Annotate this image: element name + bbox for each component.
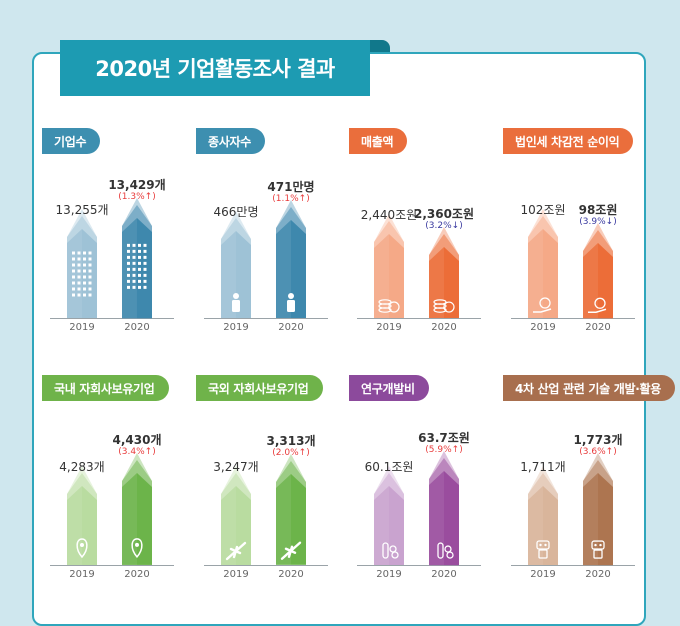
change-label: (5.9%↑) (425, 444, 463, 455)
bar-2020 (429, 450, 459, 565)
chart-panel: 기업수 2019 13,255개 2020 13,429개 (1.3%↑) (42, 128, 182, 338)
chart-panel: 법인세 차감전 순이익 2019 102조원 2020 98조원 (3.9%↓) (503, 128, 643, 338)
x-tick-label: 2019 (69, 569, 95, 580)
bar-2019 (374, 214, 404, 318)
bar-2019 (528, 466, 558, 565)
data-label: 13,255개 (55, 203, 109, 217)
change-label: (3.2%↓) (425, 220, 463, 231)
bar-2020 (276, 200, 306, 318)
chart-title: 법인세 차감전 순이익 (503, 128, 634, 154)
bar-2020 (429, 226, 459, 318)
chart-title: 국내 자회사보유기업 (42, 375, 169, 401)
chart-panel: 국내 자회사보유기업 2019 4,283개 2020 4,430개 (3.4%↑) (42, 375, 182, 585)
chart-title: 종사자수 (196, 128, 265, 154)
x-tick-label: 2019 (530, 569, 556, 580)
chart-title: 매출액 (349, 128, 408, 154)
x-tick-label: 2019 (69, 322, 95, 333)
data-label: 3,247개 (213, 460, 259, 474)
x-tick-label: 2019 (376, 569, 402, 580)
change-label: (3.6%↑) (579, 446, 617, 457)
bar-2019 (374, 466, 404, 565)
chart-panel: 연구개발비 2019 60.1조원 2020 63.7조원 (5.9%↑) (349, 375, 489, 585)
airplane-icon (225, 541, 247, 561)
chart-panel: 매출액 2019 2,440조원 2020 2,360조원 (3.2%↓) (349, 128, 489, 338)
x-tick-label: 2020 (431, 569, 457, 580)
person-icon (287, 292, 295, 312)
chart-panel: 4차 산업 관련 기술 개발·활용 2019 1,711개 2020 1,773개 (3.… (503, 375, 675, 585)
coins-icon (433, 299, 455, 313)
data-label: 466만명 (213, 205, 259, 219)
change-label: (2.0%↑) (272, 448, 310, 459)
data-label: 102조원 (520, 203, 566, 217)
bar-2020 (122, 453, 152, 565)
data-label: 4,283개 (59, 460, 105, 474)
robot-icon (536, 540, 550, 559)
bar-2019 (67, 466, 97, 565)
bar-2020 (583, 452, 613, 565)
data-label: 98조원 (578, 202, 618, 217)
x-tick-label: 2020 (124, 569, 150, 580)
data-label: 63.7조원 (418, 430, 470, 445)
data-label: 2,440조원 (360, 208, 418, 222)
page-title: 2020년 기업활동조사 결과 (60, 40, 370, 96)
chart-baseline (50, 565, 174, 566)
data-label: 60.1조원 (364, 460, 414, 474)
data-label: 13,429개 (108, 177, 166, 192)
data-label: 3,313개 (266, 434, 316, 449)
change-label: (1.3%↑) (118, 191, 156, 202)
bar-2019 (221, 466, 251, 565)
chart-baseline (511, 565, 635, 566)
building-icon (72, 251, 92, 297)
chart-baseline (50, 318, 174, 319)
chart-baseline (511, 318, 635, 319)
bar-2020 (122, 197, 152, 318)
x-tick-label: 2020 (278, 569, 304, 580)
x-tick-label: 2019 (223, 322, 249, 333)
chart-title: 4차 산업 관련 기술 개발·활용 (503, 375, 675, 401)
chart-baseline (204, 318, 328, 319)
change-label: (1.1%↑) (272, 194, 310, 204)
data-label: 1,773개 (573, 432, 623, 447)
chart-baseline (357, 565, 481, 566)
x-tick-label: 2020 (585, 322, 611, 333)
chart-title: 국외 자회사보유기업 (196, 375, 323, 401)
bar-2020 (276, 454, 306, 565)
chart-panel: 국외 자회사보유기업 2019 3,247개 2020 3,313개 (2.0%↑) (196, 375, 336, 585)
data-label: 471만명 (267, 180, 315, 194)
coins-icon (378, 299, 400, 313)
airplane-icon (280, 541, 302, 561)
person-icon (232, 293, 240, 312)
data-label: 4,430개 (112, 433, 162, 448)
chart-baseline (204, 565, 328, 566)
x-tick-label: 2019 (223, 569, 249, 580)
data-label: 2,360조원 (413, 206, 475, 221)
chart-baseline (357, 318, 481, 319)
money-hand-icon (533, 297, 552, 313)
test-tube-icon (382, 542, 399, 559)
change-label: (3.9%↓) (579, 216, 617, 227)
money-hand-icon (588, 297, 607, 313)
location-pin-icon (131, 538, 143, 559)
robot-icon (591, 540, 605, 559)
chart-title: 기업수 (42, 128, 101, 154)
x-tick-label: 2020 (278, 322, 304, 333)
building-icon (127, 243, 147, 289)
chart-title: 연구개발비 (349, 375, 429, 401)
bar-2019 (67, 209, 97, 318)
chart-panel: 종사자수 2019 466만명 2020 471만명 (1.1%↑) (196, 128, 336, 338)
bar-2019 (221, 211, 251, 318)
x-tick-label: 2020 (431, 322, 457, 333)
banner-fold (370, 40, 390, 52)
bar-2019 (528, 209, 558, 318)
bar-2020 (583, 222, 613, 318)
location-pin-icon (76, 538, 88, 559)
data-label: 1,711개 (520, 460, 566, 474)
x-tick-label: 2019 (530, 322, 556, 333)
change-label: (3.4%↑) (118, 447, 156, 458)
x-tick-label: 2020 (124, 322, 150, 333)
x-tick-label: 2020 (585, 569, 611, 580)
x-tick-label: 2019 (376, 322, 402, 333)
test-tube-icon (437, 542, 454, 559)
